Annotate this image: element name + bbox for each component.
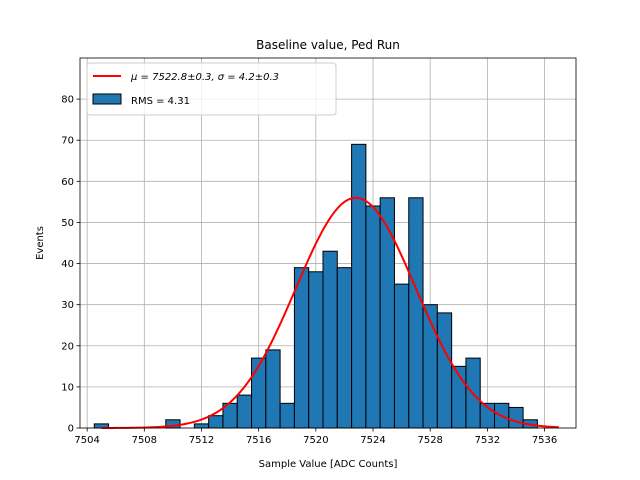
y-tick-label: 80 (61, 95, 74, 106)
plot-frame (79, 57, 577, 429)
histogram-bar (408, 197, 424, 429)
y-tick-label: 30 (61, 300, 74, 311)
histogram-bar (365, 205, 381, 429)
x-tick-label: 7516 (246, 435, 271, 446)
histogram-bar (308, 271, 324, 429)
x-tick-label: 7504 (74, 435, 99, 446)
histogram-bar (508, 406, 524, 429)
y-tick-label: 20 (61, 341, 74, 352)
legend: μ = 7522.8±0.3, σ = 4.2±0.3 RMS = 4.31 (86, 62, 337, 116)
y-tick-label: 50 (61, 218, 74, 229)
histogram-bar (208, 415, 224, 429)
histogram-bar (265, 349, 281, 429)
y-tick-label: 0 (68, 424, 74, 435)
histogram-bar (279, 402, 295, 429)
x-tick-label: 7536 (532, 435, 557, 446)
x-axis-label: Sample Value [ADC Counts] (259, 459, 398, 470)
histogram-bar (251, 357, 267, 429)
legend-fit-label: μ = 7522.8±0.3, σ = 4.2±0.3 (130, 72, 279, 83)
x-tick-label: 7520 (303, 435, 328, 446)
x-tick-label: 7512 (189, 435, 214, 446)
histogram-bar (322, 250, 338, 429)
histogram-bar (379, 197, 395, 429)
axis-ticks: 7504 7508 7512 7516 7520 7524 7528 7532 7536 0 10 2… (61, 95, 557, 446)
histogram-bar (436, 312, 453, 429)
y-axis-label: Events (35, 226, 46, 260)
x-tick-label: 7524 (360, 435, 385, 446)
fit-curve-layer (101, 196, 559, 429)
histogram-bar (193, 423, 210, 429)
histogram-bar (293, 267, 310, 429)
y-tick-label: 40 (61, 259, 74, 270)
histogram-bar (336, 267, 353, 429)
legend-box (86, 62, 337, 116)
x-tick-label: 7532 (475, 435, 500, 446)
y-tick-label: 10 (61, 382, 74, 393)
gaussian-fit-curve (101, 196, 559, 429)
y-tick-label: 70 (61, 136, 74, 147)
histogram-bar (351, 143, 367, 429)
histogram-bar (393, 283, 410, 429)
legend-histogram-swatch (92, 93, 122, 105)
x-tick-label: 7508 (132, 435, 157, 446)
x-tick-label: 7528 (417, 435, 442, 446)
legend-histogram-label: RMS = 4.31 (131, 96, 190, 107)
histogram-bar (236, 394, 253, 429)
chart-title: Baseline value, Ped Run (256, 38, 400, 52)
y-tick-label: 60 (61, 177, 74, 188)
